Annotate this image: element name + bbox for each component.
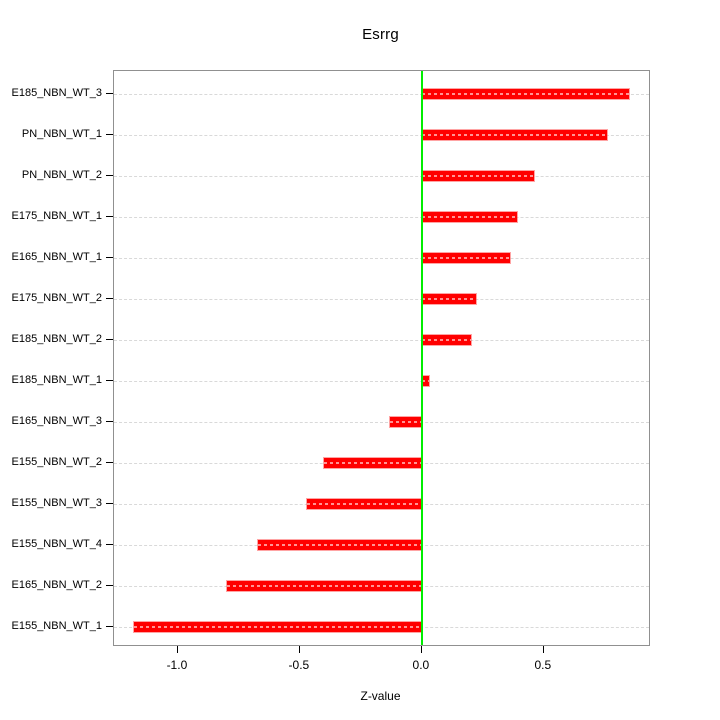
y-tick-label: PN_NBN_WT_1 xyxy=(21,128,102,140)
y-tick-label: PN_NBN_WT_2 xyxy=(21,169,102,181)
y-axis-tick xyxy=(106,257,113,258)
x-axis-tick xyxy=(298,646,300,653)
gridline xyxy=(114,135,649,136)
bar-e155_nbn_wt_4 xyxy=(258,540,422,550)
bar-pn_nbn_wt_1 xyxy=(421,130,608,140)
y-tick-label: E185_NBN_WT_1 xyxy=(11,374,103,386)
bar-e175_nbn_wt_2 xyxy=(421,294,476,304)
bar-e165_nbn_wt_2 xyxy=(226,581,422,591)
bar-inner-dash xyxy=(226,585,422,587)
y-axis-tick xyxy=(106,339,113,340)
y-axis-tick xyxy=(106,503,113,504)
bar-e155_nbn_wt_3 xyxy=(307,499,422,509)
bar-e185_nbn_wt_2 xyxy=(421,335,471,345)
bar-inner-dash xyxy=(421,339,471,341)
bar-e165_nbn_wt_1 xyxy=(421,253,510,263)
bar-e185_nbn_wt_1 xyxy=(421,376,430,386)
bar-inner-dash xyxy=(258,544,422,546)
bar-e155_nbn_wt_2 xyxy=(324,458,422,468)
bar-e175_nbn_wt_1 xyxy=(421,212,518,222)
y-axis-tick xyxy=(106,93,113,94)
bar-e165_nbn_wt_3 xyxy=(390,417,422,427)
bar-inner-dash xyxy=(421,216,518,218)
bar-inner-dash xyxy=(421,175,535,177)
zero-reference-line xyxy=(421,71,423,645)
plot-area xyxy=(113,70,650,646)
y-axis-tick xyxy=(106,298,113,299)
x-axis-label: Z-value xyxy=(360,689,401,703)
y-tick-label: E175_NBN_WT_1 xyxy=(11,210,103,222)
bar-inner-dash xyxy=(134,626,422,628)
bar-inner-dash xyxy=(421,380,430,382)
y-tick-label: E155_NBN_WT_1 xyxy=(11,620,103,632)
bar-e185_nbn_wt_3 xyxy=(421,89,630,99)
y-tick-label: E165_NBN_WT_3 xyxy=(11,415,103,427)
gridline xyxy=(114,217,649,218)
y-axis-tick xyxy=(106,462,113,463)
y-tick-label: E155_NBN_WT_3 xyxy=(11,497,103,509)
gridline xyxy=(114,299,649,300)
bar-inner-dash xyxy=(324,462,422,464)
gridline xyxy=(114,94,649,95)
gridline xyxy=(114,258,649,259)
y-tick-label: E175_NBN_WT_2 xyxy=(11,292,103,304)
x-tick-label: 0.5 xyxy=(534,658,552,672)
bar-pn_nbn_wt_2 xyxy=(421,171,535,181)
y-axis-tick xyxy=(106,626,113,627)
gridline xyxy=(114,340,649,341)
bar-inner-dash xyxy=(421,134,608,136)
x-axis-tick xyxy=(420,646,422,653)
y-tick-label: E165_NBN_WT_2 xyxy=(11,579,103,591)
gridline xyxy=(114,176,649,177)
bar-inner-dash xyxy=(421,93,630,95)
x-axis-tick xyxy=(176,646,178,653)
gridline xyxy=(114,422,649,423)
chart-title: Esrrg xyxy=(362,26,399,43)
y-axis-tick xyxy=(106,216,113,217)
y-axis-tick xyxy=(106,421,113,422)
y-tick-label: E155_NBN_WT_2 xyxy=(11,456,103,468)
bar-inner-dash xyxy=(421,257,510,259)
y-tick-label: E155_NBN_WT_4 xyxy=(11,538,103,550)
y-tick-label: E165_NBN_WT_1 xyxy=(11,251,103,263)
y-axis-tick xyxy=(106,544,113,545)
x-tick-label: -1.0 xyxy=(166,658,188,672)
y-axis-tick xyxy=(106,134,113,135)
gridline xyxy=(114,381,649,382)
bar-e155_nbn_wt_1 xyxy=(134,622,422,632)
y-axis-tick xyxy=(106,585,113,586)
bar-inner-dash xyxy=(307,503,422,505)
bar-inner-dash xyxy=(421,298,476,300)
bar-inner-dash xyxy=(390,421,422,423)
y-tick-label: E185_NBN_WT_3 xyxy=(11,87,103,99)
x-tick-label: -0.5 xyxy=(288,658,310,672)
y-tick-label: E185_NBN_WT_2 xyxy=(11,333,103,345)
x-tick-label: 0.0 xyxy=(412,658,430,672)
y-axis-tick xyxy=(106,175,113,176)
x-axis-tick xyxy=(542,646,544,653)
y-axis-tick xyxy=(106,380,113,381)
